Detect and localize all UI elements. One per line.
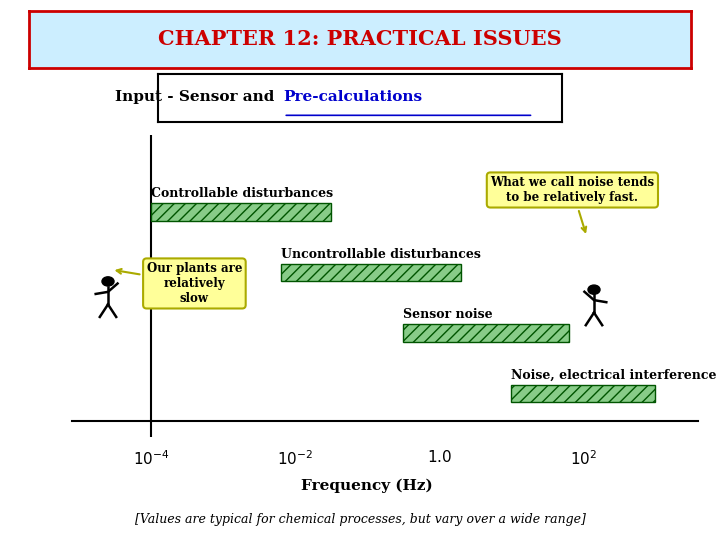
Text: Input - Sensor and: Input - Sensor and [114, 90, 279, 104]
Text: Frequency (Hz): Frequency (Hz) [302, 478, 433, 493]
Text: $10^{2}$: $10^{2}$ [570, 449, 597, 468]
Circle shape [102, 277, 114, 286]
Text: What we call noise tends
to be relatively fast.: What we call noise tends to be relativel… [490, 176, 654, 232]
Text: [Values are typical for chemical processes, but vary over a wide range]: [Values are typical for chemical process… [135, 514, 585, 526]
Text: CHAPTER 12: PRACTICAL ISSUES: CHAPTER 12: PRACTICAL ISSUES [158, 29, 562, 49]
Bar [511, 384, 655, 402]
Bar [151, 203, 331, 221]
Circle shape [588, 285, 600, 294]
Bar [403, 324, 569, 342]
Text: $10^{-2}$: $10^{-2}$ [277, 449, 313, 468]
Bar [281, 264, 461, 281]
Text: Pre-calculations: Pre-calculations [284, 90, 423, 104]
Text: $10^{-4}$: $10^{-4}$ [133, 449, 169, 468]
Text: Uncontrollable disturbances: Uncontrollable disturbances [281, 248, 481, 261]
Text: Our plants are
relatively
slow: Our plants are relatively slow [117, 262, 242, 305]
Text: Noise, electrical interference: Noise, electrical interference [511, 369, 716, 382]
Text: $1.0$: $1.0$ [427, 449, 451, 465]
Text: Controllable disturbances: Controllable disturbances [151, 187, 333, 200]
Text: Sensor noise: Sensor noise [403, 308, 492, 321]
